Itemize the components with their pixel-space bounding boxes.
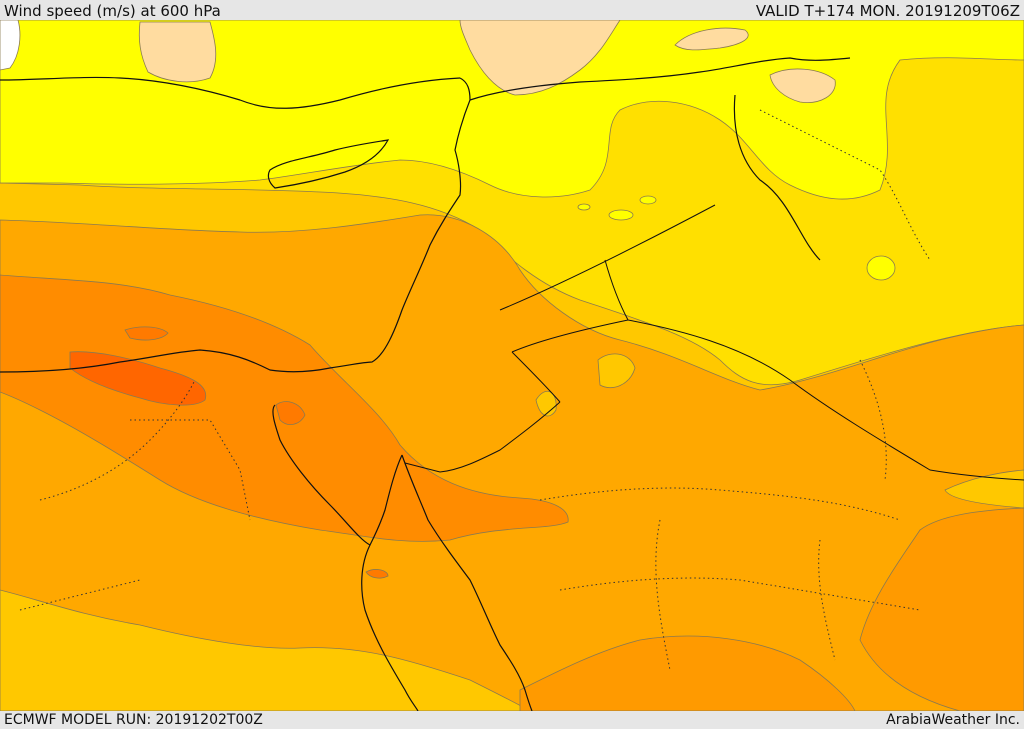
band-gold-south [0, 589, 531, 711]
band-orange-east [859, 507, 1024, 711]
band-yellow-blob [639, 195, 657, 205]
dotted-boundaries [19, 109, 931, 671]
borders [404, 204, 1024, 481]
band-deep-orange [275, 401, 306, 425]
wind-speed-map [0, 20, 1024, 711]
band-white [0, 20, 21, 71]
band-yellow-blob [608, 209, 634, 221]
band-gold-east [944, 469, 1024, 509]
band-gold-patch [597, 353, 636, 389]
model-run: ECMWF MODEL RUN: 20191202T00Z [4, 712, 263, 728]
band-yellow-blob [577, 203, 591, 211]
coastlines [0, 57, 851, 711]
map-footer: ECMWF MODEL RUN: 20191202T00Z ArabiaWeat… [0, 711, 1024, 729]
credit: ArabiaWeather Inc. [886, 712, 1020, 728]
band-yellow-blob [866, 255, 896, 281]
band-peach [674, 27, 749, 51]
forecast-map[interactable] [0, 20, 1024, 711]
band-deep-orange [365, 569, 389, 579]
map-header: Wind speed (m/s) at 600 hPa VALID T+174 … [0, 0, 1024, 20]
map-title: Wind speed (m/s) at 600 hPa [4, 2, 221, 20]
band-yellow [0, 20, 1024, 200]
band-deep-orange [124, 326, 169, 341]
band-peach [138, 21, 217, 83]
band-peach [459, 20, 621, 96]
band-orange-south [519, 635, 856, 711]
band-peach [769, 68, 836, 103]
valid-time: VALID T+174 MON. 20191209T06Z [755, 2, 1020, 20]
